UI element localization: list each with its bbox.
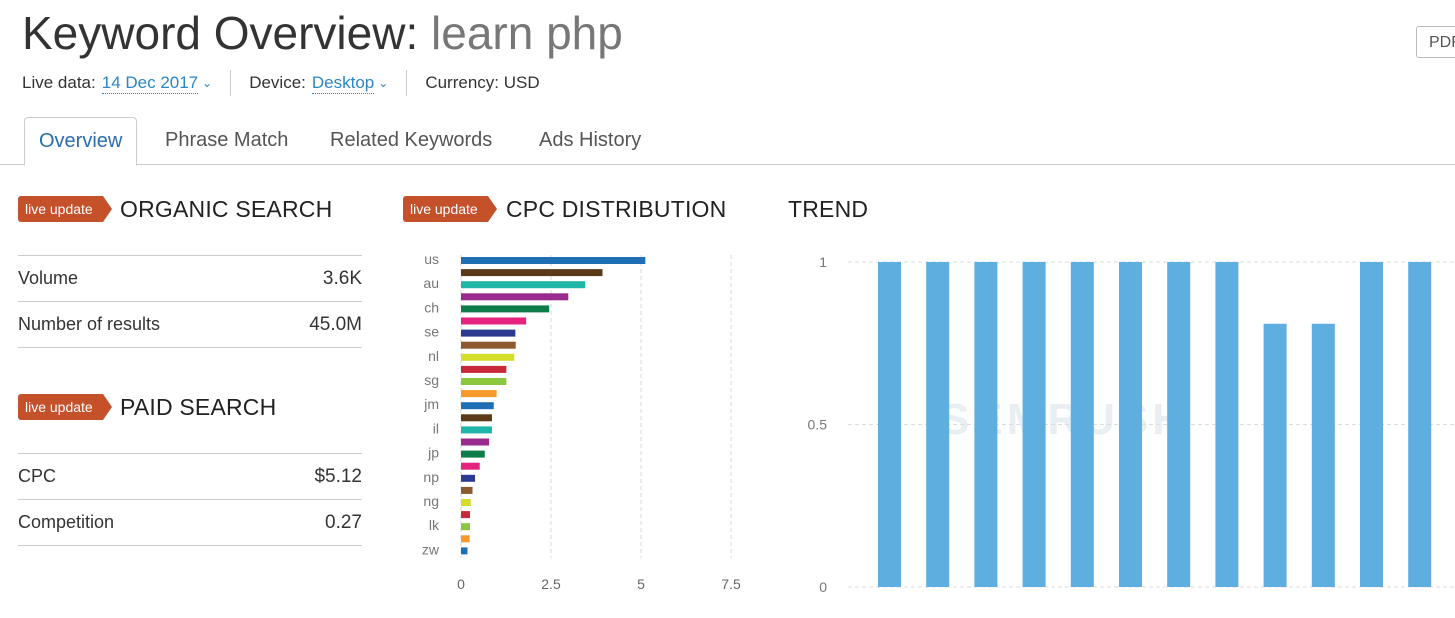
cpc-bar [461, 329, 516, 337]
metric-value: 45.0M [309, 313, 362, 335]
tab-bar: Overview Phrase Match Related Keywords A… [0, 117, 1455, 166]
meta-bar: Live data: 14 Dec 2017 ⌄ Device: Desktop… [22, 70, 540, 96]
country-label: au [423, 275, 439, 291]
cpc-bar [461, 547, 468, 555]
tab-phrase-match[interactable]: Phrase Match [165, 129, 289, 151]
trend-bar [1215, 262, 1239, 587]
cpc-bar [461, 511, 470, 519]
paid-search-title: PAID SEARCH [120, 394, 277, 420]
title-prefix: Keyword Overview: [22, 7, 419, 59]
cpc-bar [461, 293, 569, 301]
x-tick-label: 7.5 [721, 576, 741, 592]
trend-bar [1167, 262, 1191, 587]
trend-chart: 00.51 [808, 254, 1455, 595]
cpc-bar [461, 317, 527, 325]
metric-row: Volume 3.6K [18, 255, 362, 301]
organic-metrics: Volume 3.6K Number of results 45.0M [18, 255, 362, 348]
organic-search-title: ORGANIC SEARCH [120, 196, 333, 222]
y-tick-label: 1 [819, 254, 827, 270]
trend-bar [974, 262, 998, 587]
divider [406, 70, 408, 96]
cpc-bar [461, 257, 646, 264]
country-label: il [433, 420, 439, 436]
cpc-bar [461, 365, 507, 373]
metric-label: Number of results [18, 314, 161, 334]
country-label: jp [427, 445, 439, 461]
country-label: us [424, 251, 439, 267]
country-label: jm [423, 396, 439, 412]
metric-label: Volume [18, 268, 79, 288]
trend-bar [1408, 262, 1432, 587]
cpc-bar [461, 486, 473, 494]
x-tick-label: 2.5 [541, 576, 561, 592]
chevron-down-icon[interactable]: ⌄ [378, 76, 389, 90]
metric-label: CPC [18, 466, 57, 486]
cpc-bar [461, 402, 494, 410]
trend-bar [1263, 323, 1287, 587]
trend-title: TREND [788, 196, 869, 222]
country-label: lk [429, 517, 440, 533]
country-label: se [424, 324, 439, 340]
pdf-button[interactable]: PDF [1416, 26, 1455, 58]
currency-label: Currency: USD [425, 73, 540, 92]
metric-row: Competition 0.27 [18, 499, 362, 546]
trend-bar [1311, 323, 1335, 587]
cpc-bar [461, 426, 492, 434]
metric-value: 3.6K [322, 267, 362, 289]
cpc-bar [461, 462, 480, 470]
cpc-distribution-title: CPC DISTRIBUTION [506, 196, 727, 222]
cpc-bar [461, 523, 470, 531]
device-selector[interactable]: Desktop [311, 72, 375, 94]
divider [230, 70, 232, 96]
tab-ads-history[interactable]: Ads History [539, 129, 642, 151]
title-keyword: learn php [431, 7, 623, 59]
country-label: zw [422, 541, 440, 557]
paid-metrics: CPC $5.12 Competition 0.27 [18, 453, 362, 546]
live-update-badge: live update [18, 196, 112, 222]
metric-value: $5.12 [314, 465, 362, 487]
tab-related-keywords[interactable]: Related Keywords [330, 129, 493, 151]
chevron-down-icon[interactable]: ⌄ [202, 76, 213, 90]
cpc-bar [461, 269, 603, 277]
trend-bar [926, 262, 950, 587]
country-label: nl [428, 348, 439, 364]
trend-bar [1119, 262, 1142, 587]
metric-value: 0.27 [325, 511, 362, 533]
cpc-distribution-chart: 0 2.5 5 7.5 us au ch se nl sg jm il jp np ng lk zw [422, 251, 741, 592]
live-update-badge: live update [18, 394, 112, 420]
cpc-bar [461, 390, 497, 398]
cpc-bar [461, 450, 485, 458]
y-tick-label: 0 [819, 579, 827, 595]
x-tick-label: 0 [457, 576, 465, 592]
cpc-bar [461, 281, 586, 289]
x-tick-label: 5 [637, 576, 645, 592]
page-title: Keyword Overview: learn php [22, 6, 623, 60]
trend-bar [1070, 262, 1094, 587]
country-label: ng [423, 493, 439, 509]
cpc-bar [461, 535, 470, 543]
cpc-bar [461, 305, 550, 313]
trend-bar [1360, 262, 1383, 587]
date-selector[interactable]: 14 Dec 2017 [101, 72, 199, 94]
country-label: sg [424, 372, 439, 388]
live-data-label: Live data: [22, 73, 96, 92]
cpc-bar [461, 353, 515, 361]
cpc-bar [461, 414, 492, 422]
live-update-badge: live update [403, 196, 497, 222]
trend-bar [1022, 262, 1046, 587]
country-label: ch [424, 299, 439, 315]
metric-row: Number of results 45.0M [18, 301, 362, 348]
tab-overview[interactable]: Overview [24, 117, 138, 166]
country-label: np [423, 469, 439, 485]
cpc-bar [461, 341, 516, 349]
y-tick-label: 0.5 [808, 417, 828, 433]
device-label: Device: [249, 73, 306, 92]
metric-label: Competition [18, 512, 115, 532]
trend-bar [878, 262, 901, 587]
metric-row: CPC $5.12 [18, 453, 362, 499]
cpc-bar [461, 378, 507, 385]
cpc-bar [461, 438, 490, 446]
cpc-bar [461, 499, 471, 506]
cpc-bar [461, 474, 476, 482]
